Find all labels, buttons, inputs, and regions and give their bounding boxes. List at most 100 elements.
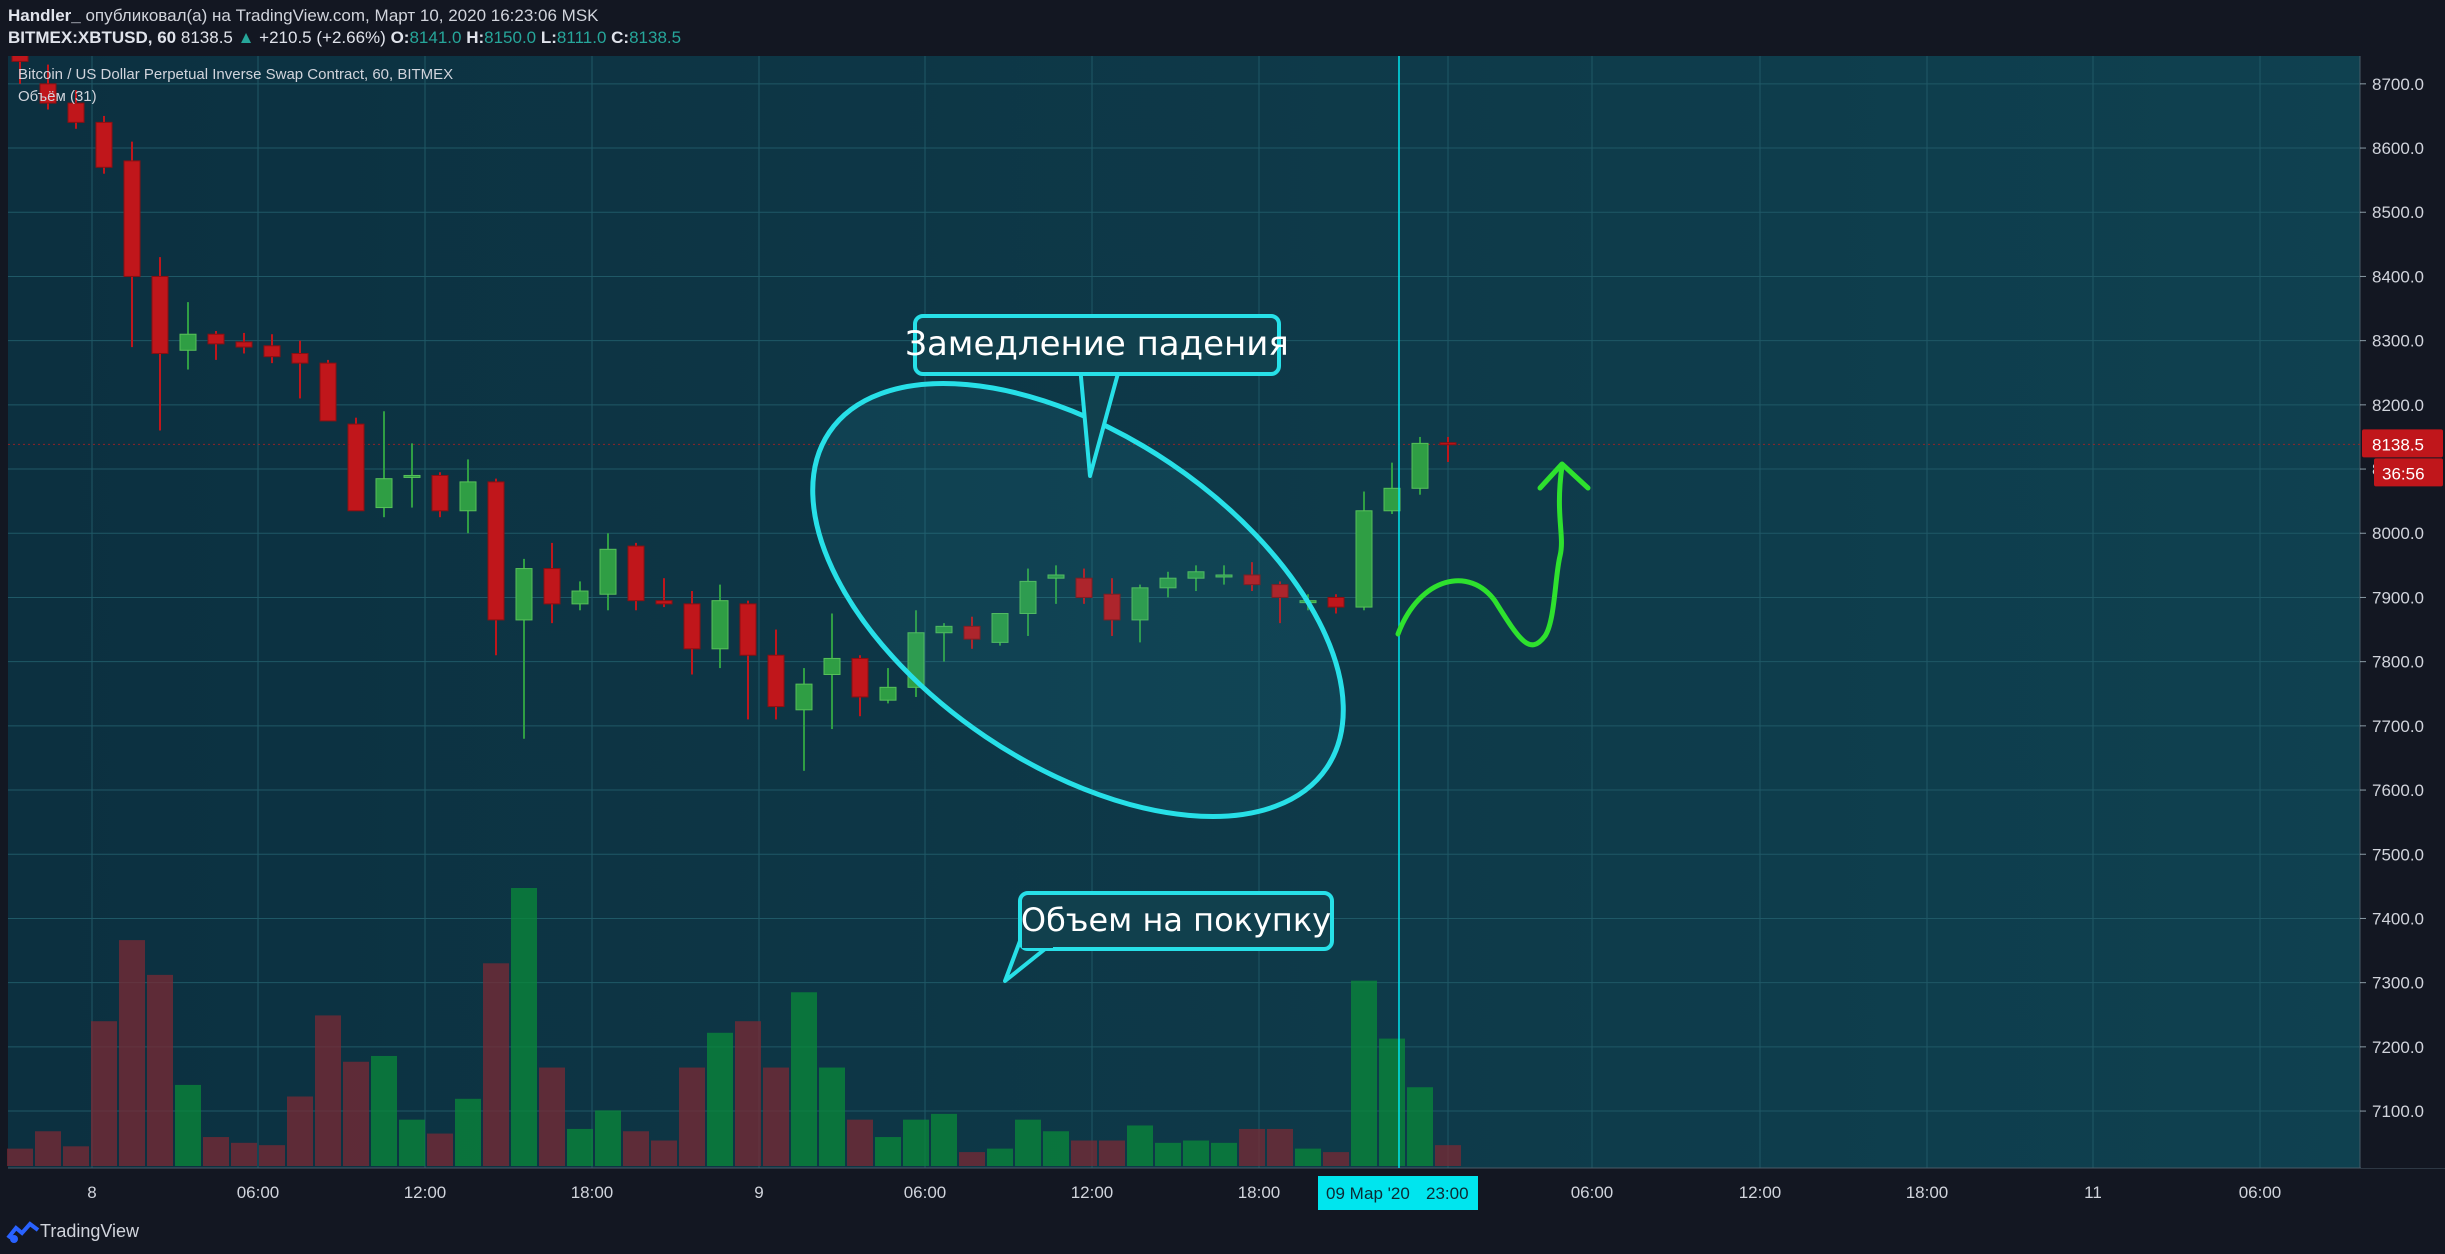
chart-canvas[interactable]: 8700.08600.08500.08400.08300.08200.08100… bbox=[0, 56, 2445, 1254]
volume-bar bbox=[651, 1140, 677, 1166]
volume-bar bbox=[63, 1146, 89, 1166]
candle-body bbox=[515, 568, 533, 621]
candle-body bbox=[1075, 577, 1093, 598]
y-tick-label: 7200.0 bbox=[2372, 1038, 2424, 1057]
volume-bar bbox=[623, 1131, 649, 1166]
symbol-name: BITMEX:XBTUSD, 60 bbox=[8, 28, 177, 47]
candle-body bbox=[935, 625, 953, 634]
x-tick-label: 8 bbox=[87, 1183, 96, 1202]
y-tick-label: 7400.0 bbox=[2372, 909, 2424, 928]
candle-body bbox=[1215, 574, 1233, 578]
candle-body bbox=[543, 568, 561, 605]
x-tick-label: 06:00 bbox=[1571, 1183, 1614, 1202]
volume-bar bbox=[259, 1145, 285, 1166]
price-change: +210.5 (+2.66%) bbox=[259, 28, 386, 47]
volume-bar bbox=[903, 1119, 929, 1166]
up-arrow-icon: ▲ bbox=[237, 28, 255, 47]
x-tick-label: 18:00 bbox=[1906, 1183, 1949, 1202]
volume-bar bbox=[1323, 1152, 1349, 1166]
y-tick-label: 7100.0 bbox=[2372, 1102, 2424, 1121]
low-value: 8111.0 bbox=[556, 28, 607, 47]
volume-bar bbox=[875, 1137, 901, 1166]
close-value: 8138.5 bbox=[629, 28, 682, 47]
author-name[interactable]: Handler_ bbox=[8, 6, 81, 25]
candle-body bbox=[263, 345, 281, 358]
x-tick-label: 06:00 bbox=[2239, 1183, 2282, 1202]
volume-bar bbox=[987, 1148, 1013, 1166]
y-tick-label: 8000.0 bbox=[2372, 524, 2424, 543]
volume-bar bbox=[707, 1032, 733, 1166]
publish-text: опубликовал(а) на TradingView.com, Март … bbox=[80, 6, 599, 25]
y-tick-label: 7900.0 bbox=[2372, 588, 2424, 607]
y-tick-label: 8400.0 bbox=[2372, 267, 2424, 286]
volume-bar bbox=[1211, 1142, 1237, 1166]
candle-body bbox=[291, 352, 309, 364]
last-price: 8138.5 bbox=[180, 28, 233, 47]
candle-body bbox=[403, 474, 421, 478]
volume-bar bbox=[203, 1137, 229, 1166]
candle-body bbox=[655, 600, 673, 605]
y-tick-label: 8500.0 bbox=[2372, 203, 2424, 222]
volume-bar bbox=[483, 963, 509, 1166]
slowdown-ellipse bbox=[810, 381, 1346, 819]
buy-volume-callout-box bbox=[1018, 891, 1334, 951]
x-tick-label: 18:00 bbox=[1238, 1183, 1281, 1202]
volume-bar bbox=[791, 992, 817, 1166]
x-tick-label: 11 bbox=[2084, 1183, 2102, 1202]
volume-bar bbox=[1267, 1128, 1293, 1166]
x-tick-label: 18:00 bbox=[571, 1183, 614, 1202]
chart-area[interactable]: 8700.08600.08500.08400.08300.08200.08100… bbox=[0, 56, 2445, 1254]
volume-bar bbox=[1099, 1140, 1125, 1166]
candle-body bbox=[1103, 593, 1121, 621]
chart-header: Handler_ опубликовал(а) на TradingView.c… bbox=[0, 0, 2445, 56]
volume-bar bbox=[315, 1015, 341, 1166]
crosshair-tag-bg bbox=[1318, 1176, 1478, 1210]
candle-body bbox=[1271, 584, 1289, 598]
high-value: 8150.0 bbox=[484, 28, 537, 47]
volume-bar bbox=[427, 1133, 453, 1166]
volume-bar bbox=[931, 1113, 957, 1166]
volume-bar bbox=[1435, 1145, 1461, 1166]
volume-bar bbox=[1239, 1128, 1265, 1166]
candle-body bbox=[151, 275, 169, 354]
volume-bar bbox=[7, 1148, 33, 1166]
high-label: H: bbox=[466, 28, 485, 47]
countdown-tag-bg bbox=[2374, 458, 2443, 487]
volume-bar bbox=[35, 1131, 61, 1166]
countdown-label: 36:56 bbox=[2382, 464, 2425, 483]
open-value: 8141.0 bbox=[409, 28, 462, 47]
volume-bar bbox=[735, 1021, 761, 1166]
candle-body bbox=[599, 548, 617, 595]
candle-body bbox=[767, 654, 785, 708]
volume-bar bbox=[175, 1084, 201, 1166]
volume-bar bbox=[1295, 1148, 1321, 1166]
volume-bar bbox=[1155, 1142, 1181, 1166]
volume-bar bbox=[371, 1055, 397, 1166]
volume-bar bbox=[539, 1067, 565, 1166]
volume-bar bbox=[1183, 1140, 1209, 1166]
candle-body bbox=[375, 478, 393, 509]
volume-bar bbox=[231, 1142, 257, 1166]
volume-bar bbox=[1379, 1038, 1405, 1166]
candle-body bbox=[123, 160, 141, 277]
forecast-arrow-line bbox=[1395, 463, 1565, 648]
candle-body bbox=[1327, 596, 1345, 608]
volume-bar bbox=[1127, 1125, 1153, 1166]
volume-bar bbox=[511, 888, 537, 1166]
candle-body bbox=[683, 603, 701, 650]
y-tick-label: 8200.0 bbox=[2372, 396, 2424, 415]
y-tick-label: 8700.0 bbox=[2372, 75, 2424, 94]
volume-bar bbox=[91, 1021, 117, 1166]
candle-body bbox=[39, 83, 57, 104]
publish-info: Handler_ опубликовал(а) на TradingView.c… bbox=[8, 6, 599, 26]
y-tick-label: 8300.0 bbox=[2372, 332, 2424, 351]
volume-bar bbox=[147, 974, 173, 1166]
tradingview-logo-icon bbox=[6, 1221, 40, 1243]
candle-body bbox=[879, 686, 897, 701]
y-tick-label: 8600.0 bbox=[2372, 139, 2424, 158]
candle-body bbox=[1439, 442, 1457, 446]
candle-body bbox=[1411, 442, 1429, 489]
volume-bar bbox=[763, 1067, 789, 1166]
x-tick-label: 12:00 bbox=[1071, 1183, 1114, 1202]
crosshair-time-label: 23:00 bbox=[1426, 1184, 1469, 1203]
